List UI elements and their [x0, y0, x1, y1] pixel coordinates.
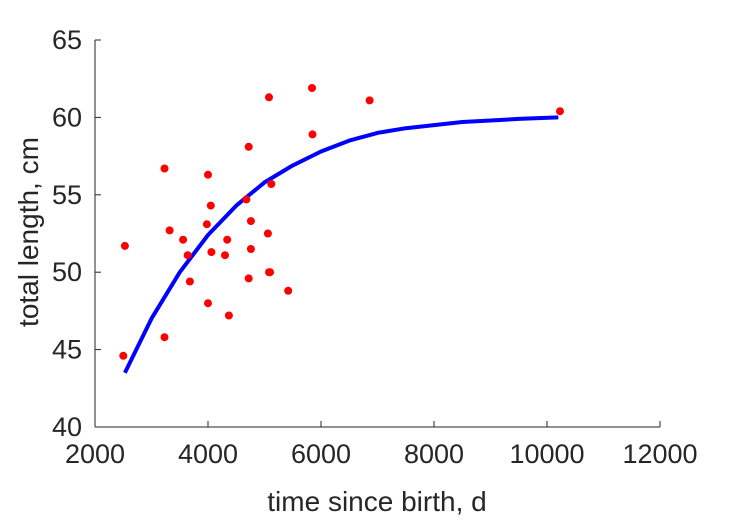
data-point — [179, 235, 188, 244]
x-tick-label: 8000 — [404, 439, 464, 469]
data-point — [556, 107, 564, 116]
data-point — [120, 241, 129, 250]
data-point — [265, 93, 273, 102]
x-tick-label: 4000 — [178, 439, 238, 469]
y-tick-label: 60 — [52, 102, 82, 132]
y-tick-label: 50 — [52, 257, 82, 287]
data-point — [204, 299, 212, 308]
data-point — [308, 84, 316, 92]
data-point — [160, 333, 169, 342]
data-point — [202, 220, 211, 229]
data-point — [284, 286, 293, 295]
x-tick-label: 6000 — [291, 439, 351, 469]
data-point — [224, 311, 233, 320]
x-tick-label: 2000 — [65, 439, 125, 469]
data-point — [185, 277, 194, 286]
x-tick-label: 10000 — [509, 439, 584, 469]
data-point — [263, 229, 272, 238]
fit-curve — [123, 115, 559, 374]
data-point — [242, 195, 251, 204]
data-point — [183, 251, 192, 260]
axes — [94, 40, 660, 428]
data-point — [266, 268, 275, 277]
scatter-series — [119, 84, 564, 360]
fit-curve-series — [123, 115, 559, 374]
data-point — [308, 130, 317, 139]
data-point — [119, 351, 128, 360]
y-tick-label: 55 — [52, 180, 82, 210]
y-axis-ticks: 40 45 50 55 60 65 — [52, 25, 101, 442]
data-point — [223, 235, 232, 244]
data-point — [267, 180, 276, 188]
data-point — [246, 245, 255, 253]
x-axis-ticks: 2000 4000 6000 8000 10000 12000 — [65, 421, 698, 469]
y-axis-label: total length, cm — [13, 137, 44, 327]
data-point — [207, 248, 216, 257]
data-point — [365, 96, 374, 105]
x-tick-label: 12000 — [622, 439, 697, 469]
data-point — [160, 164, 169, 173]
data-point — [246, 217, 255, 226]
data-point — [165, 226, 174, 235]
data-point — [206, 201, 215, 210]
data-point — [244, 142, 253, 151]
y-tick-label: 45 — [52, 335, 82, 365]
x-axis-label: time since birth, d — [267, 486, 486, 517]
y-tick-label: 40 — [52, 412, 82, 442]
y-tick-label: 65 — [52, 25, 82, 55]
data-point — [221, 251, 229, 260]
data-point — [204, 170, 212, 179]
data-point — [244, 274, 253, 283]
